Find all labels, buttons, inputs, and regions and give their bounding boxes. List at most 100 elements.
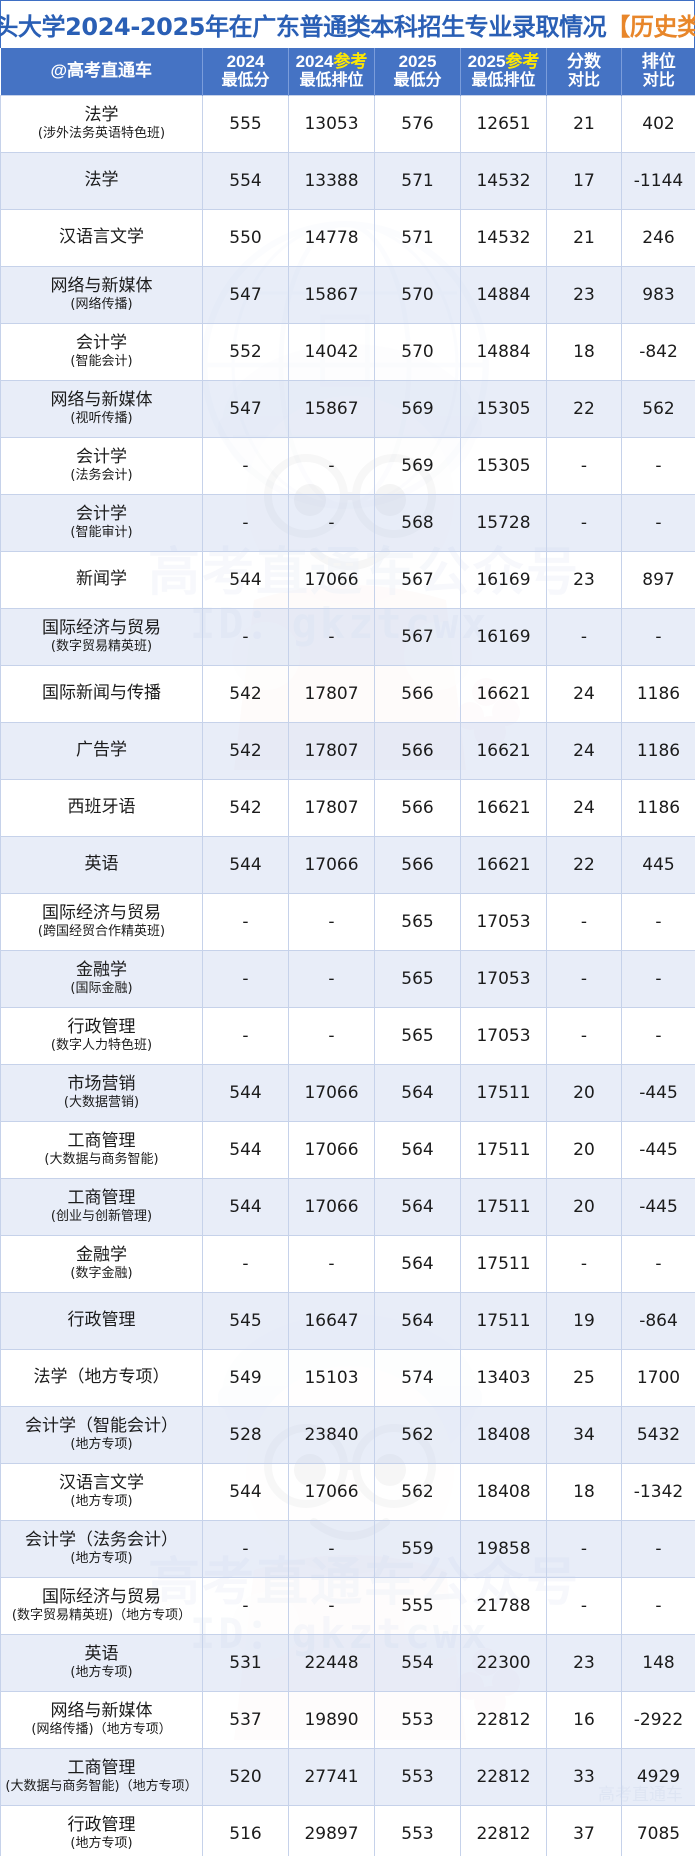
col-header-rank2024-sub: 最低排位 bbox=[299, 71, 364, 89]
cell-scoreDiff: - bbox=[546, 436, 622, 495]
table-row: 工商管理 (大数据与商务智能)（地方专项） 520 27741 553 22812 33 49… bbox=[0, 1747, 695, 1806]
cell-score2024: 542 bbox=[202, 778, 289, 837]
cell-score2025: 554 bbox=[374, 1633, 461, 1692]
cell-rankDiff: 1186 bbox=[621, 664, 695, 723]
cell-rank2025: 15305 bbox=[460, 436, 547, 495]
admission-table: @高考直通车 2024 最低分 2024参考 最低排位 2025 最低分 202… bbox=[0, 48, 695, 1856]
major-direction: (国际金融) bbox=[70, 981, 133, 997]
cell-score2025: 570 bbox=[374, 322, 461, 381]
cell-rank2025: 15305 bbox=[460, 379, 547, 438]
major-name: 金融学 bbox=[76, 960, 127, 980]
cell-major: 法学 (涉外法务英语特色班) bbox=[0, 94, 203, 153]
major-name: 网络与新媒体 bbox=[50, 390, 153, 410]
major-direction: (地方专项) bbox=[70, 1437, 133, 1453]
cell-major: 会计学 (法务会计) bbox=[0, 436, 203, 495]
table-row: 新闻学 544 17066 567 16169 23 897 bbox=[0, 550, 695, 609]
major-name: 工商管理 bbox=[67, 1131, 136, 1151]
cell-major: 法学 bbox=[0, 151, 203, 210]
cell-score2024: 544 bbox=[202, 1063, 289, 1122]
table-row: 西班牙语 542 17807 566 16621 24 1186 bbox=[0, 778, 695, 837]
col-header-rank-diff-sub: 对比 bbox=[642, 71, 675, 89]
major-direction: (智能审计) bbox=[70, 525, 133, 541]
col-header-score-diff-sub: 对比 bbox=[567, 71, 600, 89]
table-row: 广告学 542 17807 566 16621 24 1186 bbox=[0, 721, 695, 780]
table-row: 网络与新媒体 (视听传播) 547 15867 569 15305 22 562 bbox=[0, 379, 695, 438]
table-row: 国际经济与贸易 (数字贸易精英班) - -567 16169- - bbox=[0, 607, 695, 666]
cell-score2024: - bbox=[202, 493, 289, 552]
cell-rank2024: 14778 bbox=[288, 208, 375, 267]
cell-rank2025: 14532 bbox=[460, 208, 547, 267]
cell-score2025: 564 bbox=[374, 1291, 461, 1350]
cell-rankDiff: 1700 bbox=[621, 1348, 695, 1407]
major-name: 法学 bbox=[84, 170, 119, 191]
major-direction: (地方专项) bbox=[70, 1836, 133, 1852]
major-direction: (数字贸易精英班) bbox=[50, 639, 153, 655]
cell-rank2024: 29897 bbox=[288, 1804, 375, 1856]
cell-rank2024: - bbox=[288, 1006, 375, 1065]
table-row: 法学 554 13388 571 14532 17 -1144 bbox=[0, 151, 695, 210]
cell-scoreDiff: 25 bbox=[546, 1348, 622, 1407]
cell-rank2024: 17066 bbox=[288, 1462, 375, 1521]
cell-rank2025: 13403 bbox=[460, 1348, 547, 1407]
col-header-score2025-sub: 最低分 bbox=[393, 71, 442, 89]
table-row: 国际经济与贸易 (跨国经贸合作精英班) - -565 17053- - bbox=[0, 892, 695, 951]
major-direction: (大数据与商务智能) bbox=[44, 1152, 159, 1168]
cell-rank2025: 17053 bbox=[460, 1006, 547, 1065]
cell-score2025: 570 bbox=[374, 265, 461, 324]
cell-rank2025: 17511 bbox=[460, 1120, 547, 1179]
table-row: 国际新闻与传播 542 17807 566 16621 24 1186 bbox=[0, 664, 695, 723]
cell-major: 广告学 bbox=[0, 721, 203, 780]
table-row: 汉语言文学 550 14778 571 14532 21 246 bbox=[0, 208, 695, 267]
major-direction: (数字金融) bbox=[70, 1266, 133, 1282]
table-row: 会计学 (智能审计) - -568 15728- - bbox=[0, 493, 695, 552]
cell-score2025: 565 bbox=[374, 1006, 461, 1065]
cell-major: 行政管理 bbox=[0, 1291, 203, 1350]
cell-major: 会计学 (智能审计) bbox=[0, 493, 203, 552]
cell-score2024: 545 bbox=[202, 1291, 289, 1350]
major-name: 会计学 bbox=[76, 447, 127, 467]
major-name: 会计学（智能会计） bbox=[25, 1416, 178, 1436]
cell-rankDiff: 148 bbox=[621, 1633, 695, 1692]
major-name: 会计学（法务会计） bbox=[25, 1530, 178, 1550]
cell-rank2024: - bbox=[288, 1519, 375, 1578]
header-row: @高考直通车 2024 最低分 2024参考 最低排位 2025 最低分 202… bbox=[0, 48, 695, 95]
major-name: 新闻学 bbox=[76, 569, 127, 590]
cell-score2025: 564 bbox=[374, 1234, 461, 1293]
major-name: 网络与新媒体 bbox=[50, 276, 153, 296]
cell-score2025: 564 bbox=[374, 1120, 461, 1179]
cell-major: 金融学 (国际金融) bbox=[0, 949, 203, 1008]
cell-major: 法学（地方专项） bbox=[0, 1348, 203, 1407]
cell-major: 英语 (地方专项) bbox=[0, 1633, 203, 1692]
major-name: 网络与新媒体 bbox=[50, 1701, 153, 1721]
major-direction: (大数据与商务智能)（地方专项） bbox=[5, 1779, 198, 1795]
col-header-rank2025: 2025参考 最低排位 bbox=[460, 48, 547, 95]
major-name: 汉语言文学 bbox=[59, 227, 144, 248]
cell-major: 会计学（智能会计） (地方专项) bbox=[0, 1405, 203, 1464]
cell-score2024: 544 bbox=[202, 1120, 289, 1179]
cell-rankDiff: - bbox=[621, 892, 695, 951]
cell-scoreDiff: 20 bbox=[546, 1063, 622, 1122]
cell-rankDiff: - bbox=[621, 1006, 695, 1065]
cell-major: 网络与新媒体 (网络传播)（地方专项） bbox=[0, 1690, 203, 1749]
cell-major: 西班牙语 bbox=[0, 778, 203, 837]
cell-rankDiff: 562 bbox=[621, 379, 695, 438]
cell-score2025: 565 bbox=[374, 892, 461, 951]
major-name: 国际经济与贸易 bbox=[42, 1587, 161, 1607]
major-direction: (视听传播) bbox=[70, 411, 133, 427]
cell-score2024: 537 bbox=[202, 1690, 289, 1749]
cell-scoreDiff: 33 bbox=[546, 1747, 622, 1806]
cell-score2024: 544 bbox=[202, 550, 289, 609]
cell-scoreDiff: 18 bbox=[546, 1462, 622, 1521]
cell-scoreDiff: 18 bbox=[546, 322, 622, 381]
table-row: 市场营销 (大数据营销) 544 17066 564 17511 20 -445 bbox=[0, 1063, 695, 1122]
cell-scoreDiff: 21 bbox=[546, 208, 622, 267]
cell-scoreDiff: 24 bbox=[546, 664, 622, 723]
major-direction: (涉外法务英语特色班) bbox=[37, 126, 166, 142]
cell-rankDiff: - bbox=[621, 1519, 695, 1578]
cell-rankDiff: -445 bbox=[621, 1063, 695, 1122]
cell-major: 国际经济与贸易 (跨国经贸合作精英班) bbox=[0, 892, 203, 951]
table-row: 金融学 (国际金融) - -565 17053- - bbox=[0, 949, 695, 1008]
cell-score2024: - bbox=[202, 607, 289, 666]
table-row: 工商管理 (创业与创新管理) 544 17066 564 17511 20 -445 bbox=[0, 1177, 695, 1236]
cell-rank2024: - bbox=[288, 607, 375, 666]
